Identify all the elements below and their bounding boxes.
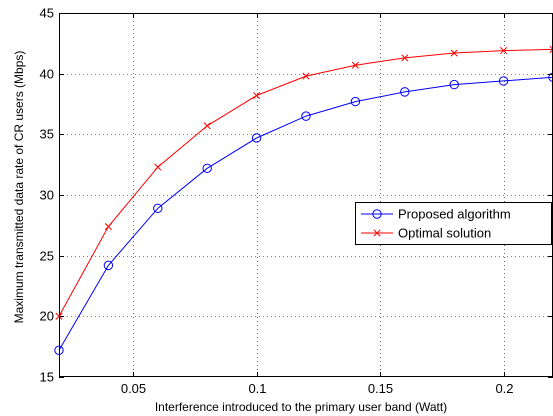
series-1-point	[301, 111, 311, 121]
x-tick-label: 0.05	[121, 381, 146, 396]
grid-lines	[59, 13, 553, 377]
y-tick-label: 20	[40, 309, 54, 324]
y-tick-label: 15	[40, 370, 54, 385]
series-2-point	[351, 61, 359, 69]
legend-marker-1	[372, 209, 382, 219]
plot-area	[59, 13, 553, 377]
series-1-point	[400, 87, 410, 97]
series-1-point	[498, 76, 509, 86]
series-1-point	[449, 79, 459, 90]
series-2-point	[401, 54, 409, 62]
series-1-point	[350, 96, 361, 107]
axis-ticks: 0.05 0.1 0.15 0.2 15 20 25 30 35 40 45	[40, 6, 553, 396]
series-2-point	[104, 222, 112, 231]
y-tick-label: 30	[40, 188, 54, 203]
series-1-point	[251, 133, 262, 143]
series-line-1	[58, 76, 553, 351]
series-1-point	[103, 260, 114, 271]
series-2-point	[500, 47, 508, 55]
legend-label-1: Proposed algorithm	[398, 207, 511, 222]
series-1-point	[202, 163, 212, 174]
x-tick-label: 0.15	[368, 381, 393, 396]
y-tick-label: 35	[40, 127, 54, 142]
x-tick-label: 0.2	[495, 381, 513, 396]
series-layer	[54, 45, 553, 356]
x-axis-label: Interference introduced to the primary u…	[155, 400, 447, 414]
y-tick-label: 45	[40, 6, 54, 21]
series-2-point	[549, 45, 553, 53]
x-tick-label: 0.1	[248, 381, 266, 396]
legend: Proposed algorithm Optimal solution	[355, 202, 552, 245]
series-2-point	[253, 91, 261, 100]
legend-label-2: Optimal solution	[398, 226, 491, 241]
y-axis-label: Maximum transmitted data rate of CR user…	[12, 51, 26, 324]
series-2-point	[302, 72, 310, 80]
series-2-point	[203, 122, 211, 130]
series-2-point	[450, 49, 458, 57]
y-tick-label: 40	[40, 67, 54, 82]
legend-box	[355, 202, 552, 245]
legend-marker-2	[373, 229, 381, 237]
y-tick-label: 25	[40, 249, 54, 264]
series-1-point	[153, 203, 163, 214]
series-2-point	[154, 163, 162, 171]
